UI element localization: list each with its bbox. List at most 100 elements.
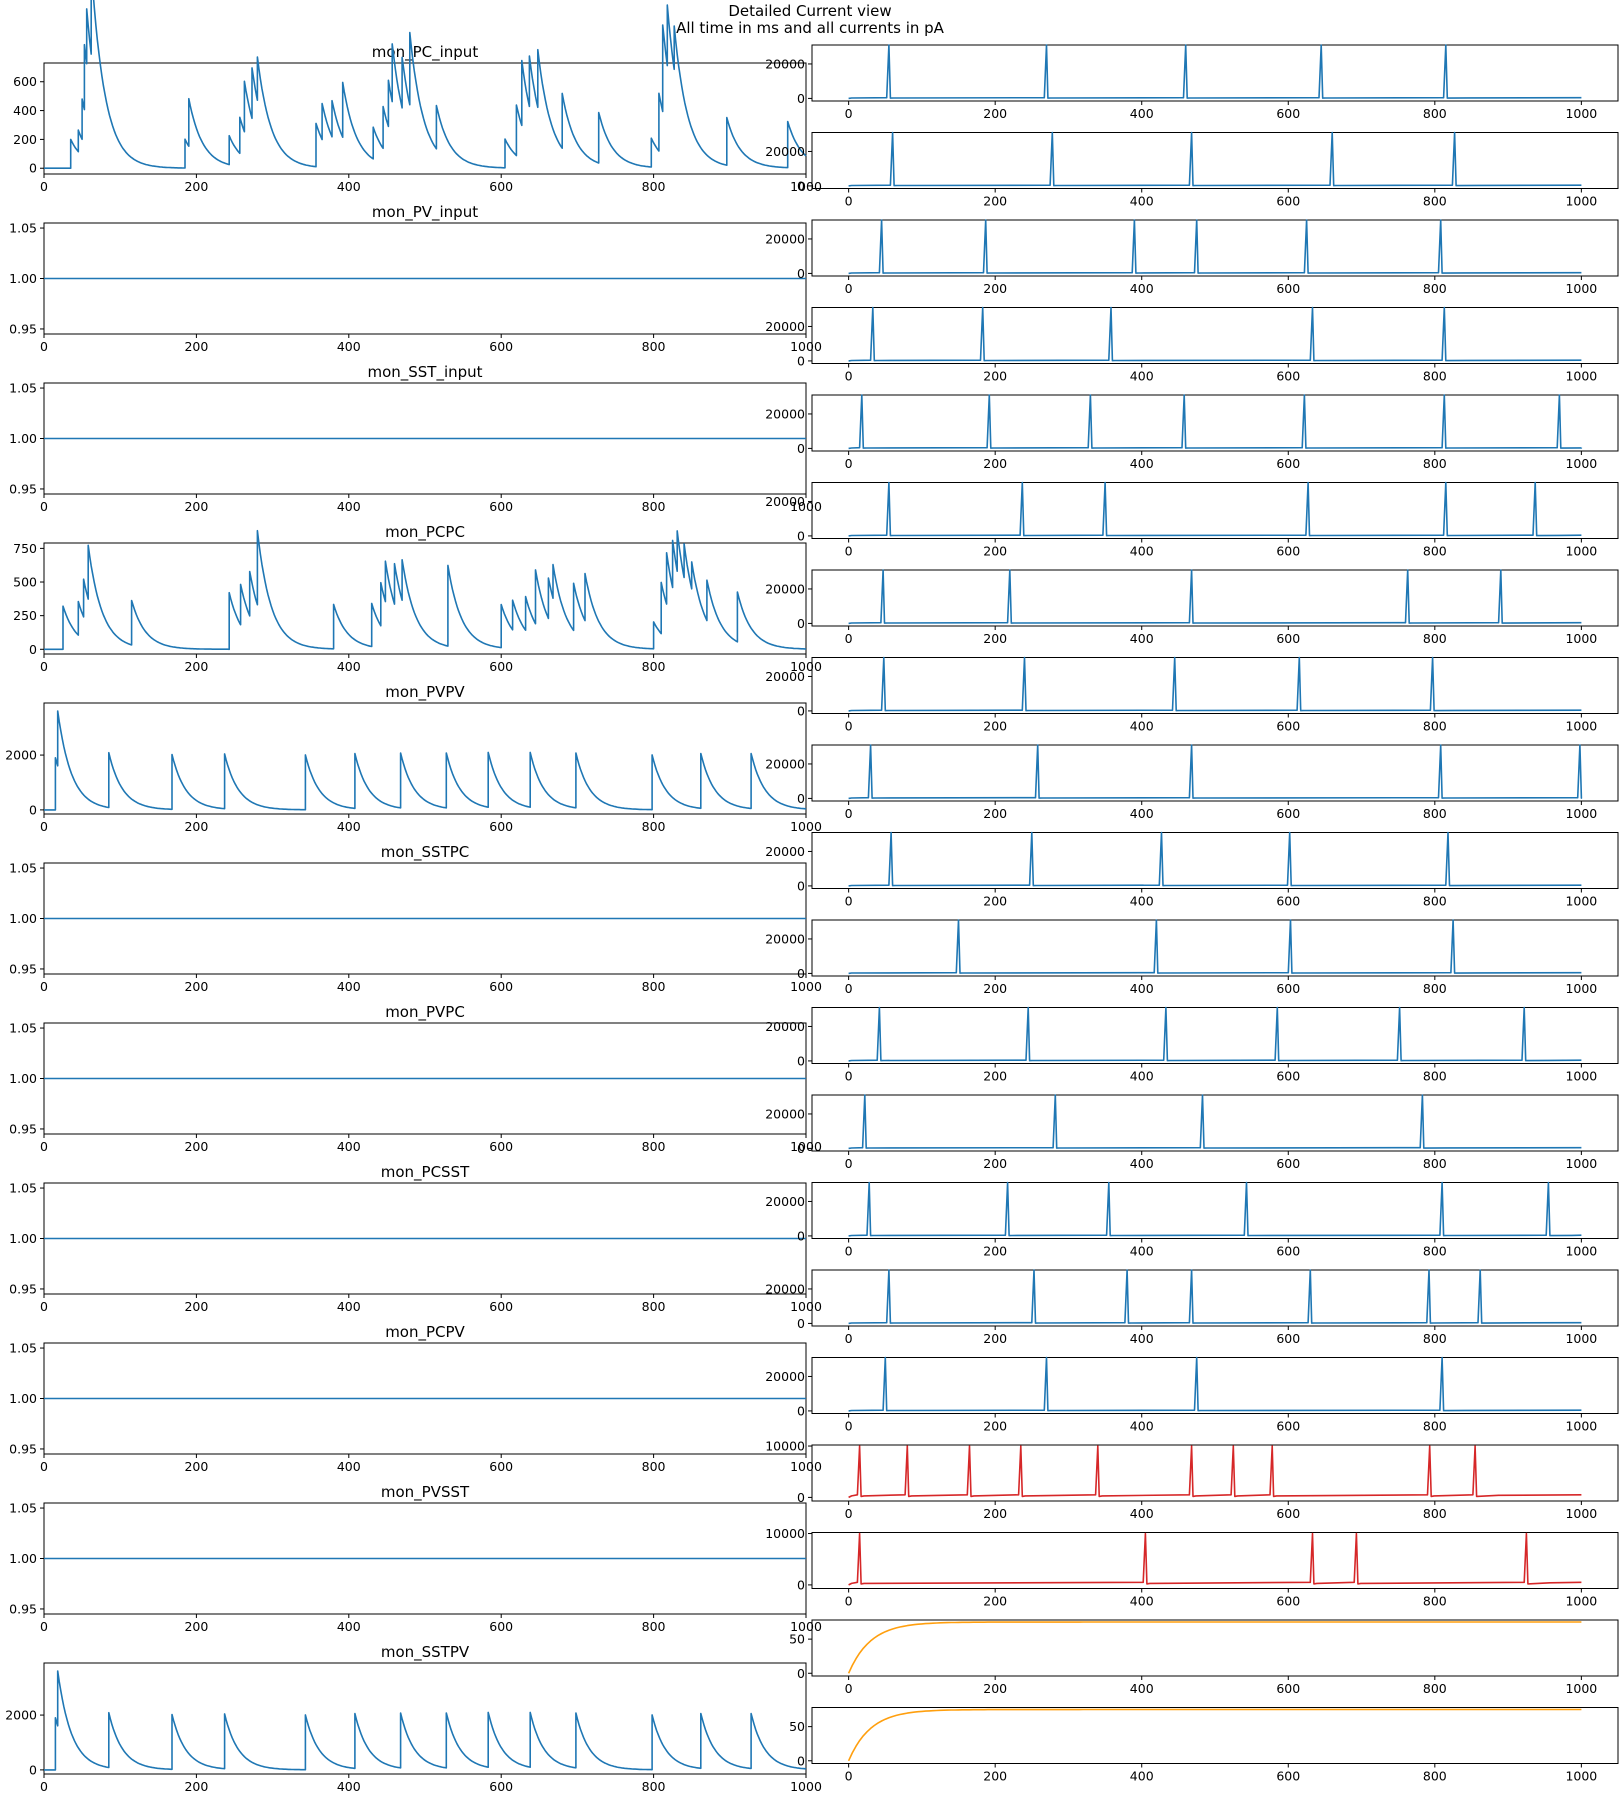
x-tick-label: 600	[489, 499, 513, 514]
x-tick-label: 800	[1423, 1244, 1447, 1259]
x-tick-label: 1000	[1565, 1419, 1597, 1434]
y-tick-label: 0	[797, 528, 805, 543]
x-tick-label: 800	[642, 339, 666, 354]
x-tick-label: 800	[642, 1299, 666, 1314]
chart-panel-8: mon_PCPV 0 200 400 600 800 1000 0.95 1.00 1.05	[9, 1323, 822, 1474]
x-tick-label: 0	[845, 1594, 853, 1609]
y-tick-label: 1.00	[9, 911, 37, 926]
x-tick-label: 1000	[790, 339, 822, 354]
x-tick-label: 200	[184, 499, 208, 514]
x-tick-label: 0	[845, 1156, 853, 1171]
y-tick-label: 0	[797, 178, 805, 193]
x-tick-label: 800	[642, 979, 666, 994]
x-tick-label: 0	[845, 106, 853, 121]
x-tick-label: 200	[983, 194, 1007, 209]
y-tick-label: 0	[29, 161, 37, 176]
x-tick-label: 1000	[790, 179, 822, 194]
x-tick-label: 200	[983, 1681, 1007, 1696]
x-tick-label: 1000	[790, 1459, 822, 1474]
y-tick-label: 0.95	[9, 1281, 37, 1296]
x-tick-label: 0	[845, 1769, 853, 1784]
x-tick-label: 0	[845, 894, 853, 909]
x-tick-label: 1000	[1565, 194, 1597, 209]
y-tick-label: 750	[13, 541, 37, 556]
chart-panel-10: mon_SSTPV 0 200 400 600 800 1000 0 2000	[5, 1643, 822, 1794]
x-tick-label: 600	[1276, 806, 1300, 821]
x-tick-label: 600	[489, 1299, 513, 1314]
axes-frame	[811, 44, 1619, 102]
axes-frame	[811, 919, 1619, 977]
figure-title-line1: Detailed Current view	[728, 2, 891, 20]
x-tick-label: 0	[845, 369, 853, 384]
x-tick-label: 600	[1276, 456, 1300, 471]
x-tick-label: 600	[1276, 719, 1300, 734]
x-tick-label: 400	[337, 1459, 361, 1474]
series-line	[44, 710, 807, 811]
x-tick-label: 600	[1276, 631, 1300, 646]
x-tick-label: 0	[845, 194, 853, 209]
series-line	[848, 919, 1582, 975]
x-tick-label: 0	[845, 981, 853, 996]
y-tick-label: 500	[13, 575, 37, 590]
chart-panel-26: 0 200 400 600 800 1000 0 20000	[765, 1356, 1619, 1434]
series-line	[848, 1006, 1582, 1062]
x-tick-label: 600	[1276, 1331, 1300, 1346]
x-tick-label: 400	[1130, 1244, 1154, 1259]
x-tick-label: 400	[337, 1619, 361, 1634]
x-tick-label: 200	[983, 1506, 1007, 1521]
x-tick-label: 400	[337, 499, 361, 514]
chart-panel-29: 0 200 400 600 800 1000 0 50	[789, 1619, 1619, 1696]
x-tick-label: 800	[1423, 106, 1447, 121]
y-tick-label: 20000	[765, 56, 805, 71]
x-tick-label: 200	[184, 819, 208, 834]
y-tick-label: 0	[797, 1403, 805, 1418]
x-tick-label: 800	[642, 1139, 666, 1154]
axes-frame	[811, 1357, 1619, 1414]
x-tick-label: 400	[1130, 1069, 1154, 1084]
x-tick-label: 1000	[1565, 369, 1597, 384]
chart-panel-7: mon_PCSST 0 200 400 600 800 1000 0.95 1.00 1.05	[9, 1163, 822, 1314]
x-tick-label: 400	[337, 819, 361, 834]
chart-panel-13: 0 200 400 600 800 1000 0 20000	[765, 219, 1619, 296]
x-tick-label: 600	[1276, 369, 1300, 384]
x-tick-label: 0	[845, 1069, 853, 1084]
series-line	[44, 0, 807, 169]
series-line	[848, 1445, 1582, 1499]
x-tick-label: 800	[1423, 456, 1447, 471]
x-tick-label: 1000	[1565, 1244, 1597, 1259]
panel-title: mon_PC_input	[372, 43, 479, 62]
chart-panel-5: mon_SSTPC 0 200 400 600 800 1000 0.95 1.00 1.05	[9, 843, 822, 994]
x-tick-label: 200	[983, 1244, 1007, 1259]
panel-title: mon_PCPV	[385, 1323, 465, 1342]
x-tick-label: 400	[337, 179, 361, 194]
x-tick-label: 200	[983, 981, 1007, 996]
x-tick-label: 200	[184, 1459, 208, 1474]
x-tick-label: 200	[184, 1619, 208, 1634]
panel-title: mon_SSTPC	[381, 843, 470, 862]
x-tick-label: 600	[489, 979, 513, 994]
panel-title: mon_PVPV	[385, 683, 465, 702]
y-tick-label: 0	[797, 353, 805, 368]
x-tick-label: 0	[40, 979, 48, 994]
x-tick-label: 400	[1130, 894, 1154, 909]
x-tick-label: 1000	[1565, 806, 1597, 821]
axes-frame	[811, 394, 1619, 452]
y-tick-label: 50	[789, 1632, 805, 1647]
x-tick-label: 400	[1130, 1506, 1154, 1521]
x-tick-label: 1000	[790, 819, 822, 834]
y-tick-label: 0.95	[9, 1441, 37, 1456]
chart-panel-9: mon_PVSST 0 200 400 600 800 1000 0.95 1.00 1.05	[9, 1483, 822, 1634]
x-tick-label: 800	[1423, 194, 1447, 209]
x-tick-label: 800	[642, 659, 666, 674]
y-tick-label: 400	[13, 103, 37, 118]
panel-title: mon_PV_input	[372, 203, 478, 222]
chart-panel-2: mon_SST_input 0 200 400 600 800 1000 0.95 1.00 1.…	[9, 363, 822, 514]
x-tick-label: 800	[1423, 806, 1447, 821]
x-tick-label: 800	[642, 819, 666, 834]
y-tick-label: 1.00	[9, 1391, 37, 1406]
x-tick-label: 400	[1130, 1769, 1154, 1784]
